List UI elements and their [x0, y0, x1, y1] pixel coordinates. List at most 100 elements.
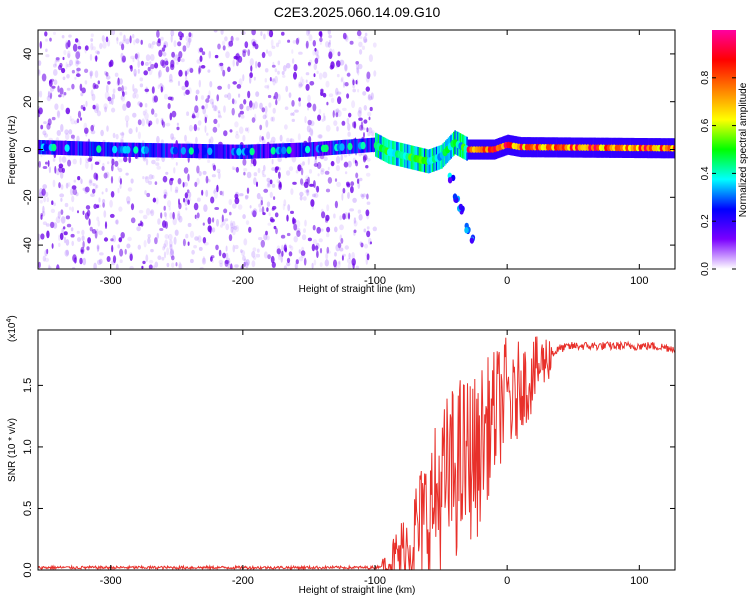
noise-blob [97, 220, 101, 227]
noise-blob [60, 209, 64, 215]
ridge-band [260, 144, 262, 159]
noise-blob [170, 63, 175, 71]
noise-blob [306, 188, 309, 197]
noise-blob [290, 210, 294, 214]
noise-blob [316, 226, 322, 234]
noise-blob [353, 217, 357, 224]
noise-blob [366, 193, 369, 200]
noise-blob [125, 120, 129, 128]
noise-blob [170, 112, 175, 117]
noise-blob [300, 167, 304, 176]
noise-blob [157, 38, 161, 44]
noise-blob [67, 182, 71, 187]
ridge-band [109, 142, 112, 157]
noise-blob [187, 37, 192, 43]
noise-blob [202, 170, 207, 175]
noise-blob [301, 234, 307, 241]
noise-blob [157, 71, 161, 79]
noise-blob [372, 42, 377, 48]
ridge-band [84, 141, 87, 156]
noise-blob [274, 212, 279, 218]
noise-blob [286, 257, 291, 264]
noise-blob [275, 99, 278, 106]
noise-blob [289, 138, 293, 143]
noise-blob [236, 84, 242, 89]
noise-blob [204, 125, 207, 133]
spectrogram-y-label: Frequency (Hz) [7, 116, 18, 185]
ridge-core [360, 141, 366, 150]
noise-blob [97, 259, 102, 265]
noise-blob [318, 31, 322, 37]
noise-blob [43, 133, 49, 138]
noise-blob [252, 208, 258, 216]
noise-blob [309, 127, 314, 136]
noise-blob [58, 156, 62, 163]
ridge-band [131, 142, 134, 157]
noise-blob [272, 61, 275, 68]
noise-blob [50, 78, 55, 82]
noise-blob [132, 57, 135, 63]
ridge-band [102, 142, 105, 157]
noise-blob [77, 237, 81, 242]
ridge-band [215, 144, 217, 159]
noise-blob [195, 89, 200, 95]
noise-blob [312, 193, 316, 198]
noise-blob [102, 162, 105, 168]
noise-blob [146, 119, 150, 125]
noise-blob [307, 94, 311, 103]
noise-blob [177, 178, 182, 185]
noise-blob [318, 238, 323, 243]
noise-blob [272, 77, 276, 86]
noise-blob [285, 62, 291, 69]
noise-blob [263, 164, 266, 172]
colorbar-tick-label: 0.8 [700, 70, 711, 84]
noise-blob [44, 257, 50, 263]
noise-blob [307, 30, 311, 35]
noise-blob [42, 255, 46, 262]
noise-blob [322, 92, 327, 98]
noise-blob [358, 214, 363, 221]
noise-blob [248, 226, 252, 233]
noise-blob [368, 116, 371, 121]
noise-blob [155, 197, 159, 205]
noise-blob [118, 206, 123, 212]
noise-blob [188, 124, 193, 132]
noise-blob [54, 59, 57, 67]
noise-blob [117, 77, 120, 86]
noise-blob [63, 236, 67, 244]
noise-blob [287, 39, 291, 43]
noise-blob [340, 78, 343, 83]
x-tick-label: 100 [630, 275, 648, 287]
noise-blob [312, 239, 318, 245]
noise-blob [153, 265, 156, 269]
noise-blob [198, 171, 202, 177]
noise-blob [52, 157, 56, 162]
spectrogram-x-ticks: -300 -200 -100 0 100 [100, 30, 648, 287]
noise-blob [46, 230, 50, 239]
y-tick-label: -20 [22, 189, 34, 205]
noise-blob [101, 35, 105, 42]
noise-blob [242, 50, 246, 58]
noise-blob [47, 90, 50, 98]
noise-blob [96, 228, 99, 234]
noise-blob [38, 261, 41, 269]
noise-blob [77, 176, 81, 181]
noise-blob [280, 255, 283, 263]
noise-blob [144, 103, 148, 108]
noise-blob [282, 203, 285, 211]
noise-blob [89, 70, 94, 77]
noise-blob [271, 45, 276, 49]
noise-blob [133, 39, 136, 46]
noise-blob [89, 226, 93, 232]
noise-blob [92, 104, 96, 110]
noise-blob [144, 88, 150, 93]
colorbar: 0.0 0.2 0.4 0.6 0.8 Normalized spectral ampl… [700, 30, 749, 276]
noise-blob [162, 175, 168, 183]
noise-blob [210, 196, 215, 204]
ridge-band [179, 143, 182, 158]
noise-blob [354, 159, 357, 164]
noise-blob [119, 259, 123, 264]
noise-blob [270, 116, 274, 122]
noise-blob [196, 59, 201, 64]
noise-blob [251, 117, 256, 123]
